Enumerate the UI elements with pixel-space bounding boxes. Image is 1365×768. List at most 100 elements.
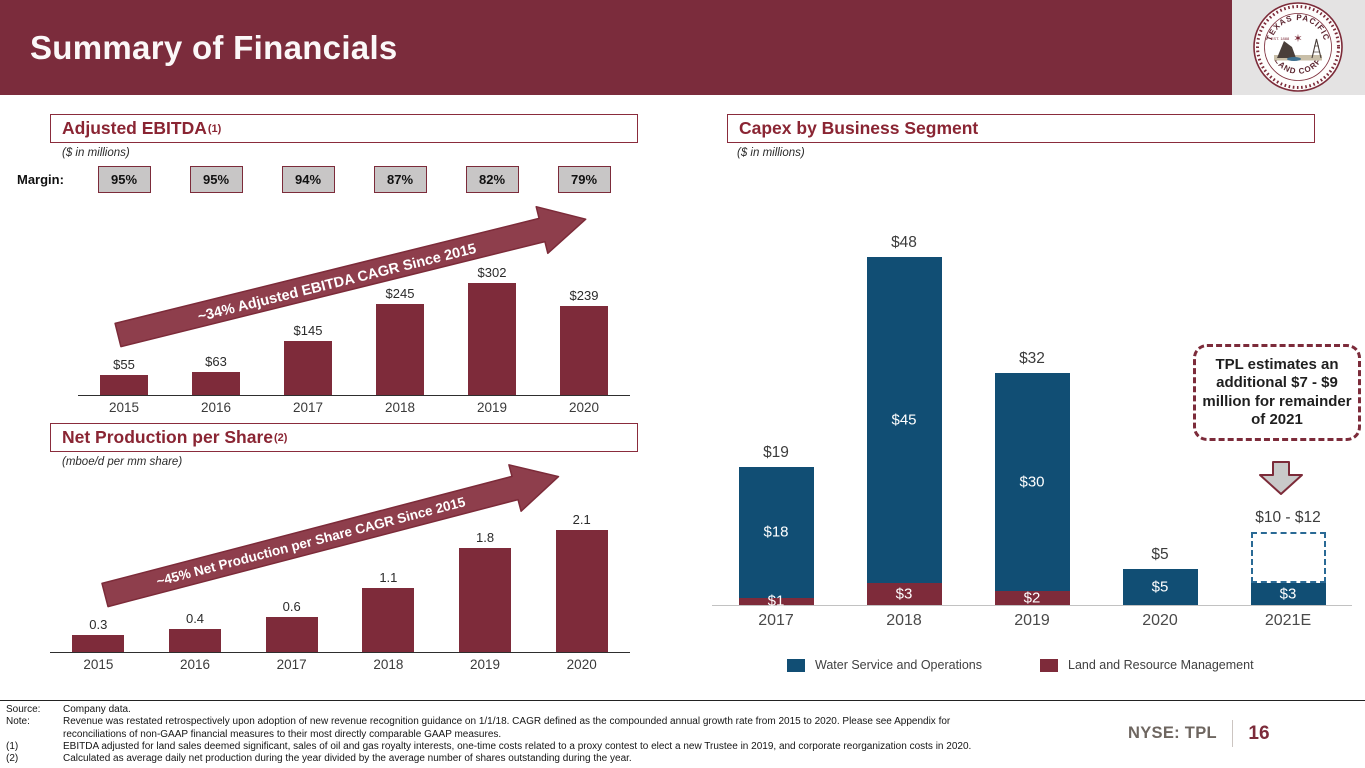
chart-column: 0.3 bbox=[50, 617, 147, 652]
bar-segment: $2 bbox=[994, 589, 1070, 606]
chart-column: $10 - $12 $3 bbox=[1224, 509, 1352, 605]
chart-column: $145 bbox=[262, 323, 354, 395]
capex-x-axis: 2017 2018 2019 2020 2021E bbox=[712, 606, 1352, 630]
chart-column: 2.1 bbox=[533, 512, 630, 652]
footnote-row: reconciliations of non-GAAP financial me… bbox=[0, 729, 1365, 741]
chart-column: $55 bbox=[78, 357, 170, 395]
legend-item: Water Service and Operations bbox=[787, 658, 982, 672]
ebitda-margin-badge: 95% bbox=[97, 166, 151, 193]
bar bbox=[468, 283, 516, 395]
bar-total-label: $48 bbox=[891, 233, 917, 251]
chart-column: $63 bbox=[170, 354, 262, 395]
capex-range-label: $10 - $12 bbox=[1255, 509, 1321, 527]
logo-star-icon: ✶ bbox=[1293, 33, 1302, 45]
capex-title-box: Capex by Business Segment bbox=[727, 114, 1315, 143]
logo-landscape-scene bbox=[1274, 38, 1322, 61]
footnotes: Source: Company data. Note: Revenue was … bbox=[0, 700, 1365, 765]
axis-tick-label: 2015 bbox=[108, 400, 140, 415]
footnote-row: (2) Calculated as average daily net prod… bbox=[0, 753, 1365, 765]
segment-value-label: $3 bbox=[895, 585, 913, 603]
chart-column: 0.4 bbox=[147, 611, 244, 652]
segment-value-label: $3 bbox=[1279, 585, 1297, 603]
logo-est-text: EST. 1888 bbox=[1271, 36, 1290, 41]
chart-column: 0.6 bbox=[243, 599, 340, 652]
bar-segment: $30 bbox=[994, 373, 1070, 591]
company-seal-logo: TEXAS PACIFIC LAND CORP EST. 1888 ✶ bbox=[1253, 2, 1343, 92]
bar-segment: $1 bbox=[738, 593, 814, 610]
bar-segment: $3 bbox=[866, 583, 942, 605]
segment-value-label: $18 bbox=[763, 523, 789, 541]
bar bbox=[362, 588, 415, 652]
bar-segment: $45 bbox=[866, 256, 942, 584]
chart-column: $5 $5 bbox=[1096, 546, 1224, 605]
ebitda-margin-badge: 87% bbox=[373, 166, 427, 193]
footnote-row: Source: Company data. bbox=[0, 704, 1365, 716]
margin-row-label: Margin: bbox=[17, 172, 64, 187]
bar bbox=[459, 547, 512, 652]
bar-segment: $18 bbox=[738, 467, 814, 598]
footnote-label: Note: bbox=[6, 716, 30, 728]
bar-value-label: $239 bbox=[569, 288, 599, 304]
production-x-axis: 2015 2016 2017 2018 2019 2020 bbox=[50, 653, 630, 672]
capex-range-box bbox=[1250, 532, 1326, 584]
margin-badge-cell: 87% bbox=[354, 166, 446, 193]
margin-badge-cell: 95% bbox=[78, 166, 170, 193]
legend-swatch bbox=[1040, 658, 1058, 672]
axis-tick-label: 2017 bbox=[276, 657, 307, 672]
production-title: Net Production per Share bbox=[62, 427, 274, 447]
bar-value-label: $63 bbox=[205, 353, 227, 369]
chart-column: $48 $45 $3 bbox=[840, 234, 968, 605]
legend-swatch bbox=[787, 658, 805, 672]
production-cagr-arrow: ~45% Net Production per Share CAGR Since… bbox=[101, 464, 560, 608]
ebitda-margin-badge: 94% bbox=[281, 166, 335, 193]
axis-tick-label: 2019 bbox=[476, 400, 508, 415]
bar bbox=[265, 617, 318, 652]
axis-tick-label: 2017 bbox=[292, 400, 324, 415]
production-title-box: Net Production per Share (2) bbox=[50, 423, 638, 452]
footnote-text: reconciliations of non-GAAP financial me… bbox=[63, 728, 502, 740]
production-bar-chart: 0.3 0.4 0.6 1.1 1.8 2.1 2015 2016 2017 2018 2019 2… bbox=[50, 512, 630, 672]
bar bbox=[376, 304, 424, 395]
stock-ticker: NYSE: TPL bbox=[1128, 724, 1217, 742]
ebitda-margin-badge: 82% bbox=[465, 166, 519, 193]
capex-plot-area: $19 $18 $1 $48 $45 $3 $32 $30 $2 $5 $5 $10 - $12 $3 bbox=[712, 233, 1352, 610]
ebitda-margin-badge: 95% bbox=[189, 166, 243, 193]
ebitda-title-box: Adjusted EBITDA (1) bbox=[50, 114, 638, 143]
axis-tick-label: 2019 bbox=[1014, 612, 1050, 629]
ebitda-title-footnote-ref: (1) bbox=[207, 122, 222, 135]
capex-title: Capex by Business Segment bbox=[739, 118, 979, 138]
bar bbox=[560, 306, 608, 395]
axis-tick-label: 2016 bbox=[200, 400, 232, 415]
bar bbox=[284, 341, 332, 395]
capex-stacked-bar-chart: $19 $18 $1 $48 $45 $3 $32 $30 $2 $5 $5 $10 - $12 $3 … bbox=[712, 233, 1352, 630]
legend-label: Land and Resource Management bbox=[1068, 658, 1254, 672]
bar bbox=[100, 374, 148, 395]
bar-value-label: $145 bbox=[293, 323, 323, 339]
segment-value-label: $45 bbox=[891, 411, 917, 429]
ebitda-x-axis: 2015 2016 2017 2018 2019 2020 bbox=[78, 396, 630, 415]
footnote-row: Note: Revenue was restated retrospective… bbox=[0, 716, 1365, 728]
ticker-block: NYSE: TPL 16 bbox=[1128, 720, 1270, 747]
axis-tick-label: 2020 bbox=[566, 657, 597, 672]
axis-tick-label: 2021E bbox=[1264, 612, 1312, 629]
bar bbox=[192, 371, 240, 395]
axis-tick-label: 2015 bbox=[83, 657, 114, 672]
axis-tick-label: 2018 bbox=[373, 657, 404, 672]
ebitda-units: ($ in millions) bbox=[62, 147, 130, 159]
margin-badge-cell: 94% bbox=[262, 166, 354, 193]
chart-column: $32 $30 $2 bbox=[968, 350, 1096, 606]
chart-column: $302 bbox=[446, 265, 538, 395]
bar-segment: $5 bbox=[1122, 568, 1198, 605]
axis-tick-label: 2018 bbox=[886, 612, 922, 629]
legend-label: Water Service and Operations bbox=[815, 658, 982, 672]
capex-estimate-callout: TPL estimates an additional $7 - $9 mill… bbox=[1193, 344, 1361, 442]
bar bbox=[169, 628, 221, 652]
axis-tick-label: 2020 bbox=[1142, 612, 1178, 629]
header-bar: Summary of Financials bbox=[0, 0, 1232, 95]
segment-value-label: $30 bbox=[1019, 473, 1045, 491]
chart-column: $239 bbox=[538, 288, 630, 395]
page-number: 16 bbox=[1248, 722, 1270, 744]
ebitda-bar-chart: $55 $63 $145 $245 $302 $239 2015 2016 2017 2018 2… bbox=[78, 248, 630, 415]
bar-value-label: 0.6 bbox=[282, 599, 301, 615]
